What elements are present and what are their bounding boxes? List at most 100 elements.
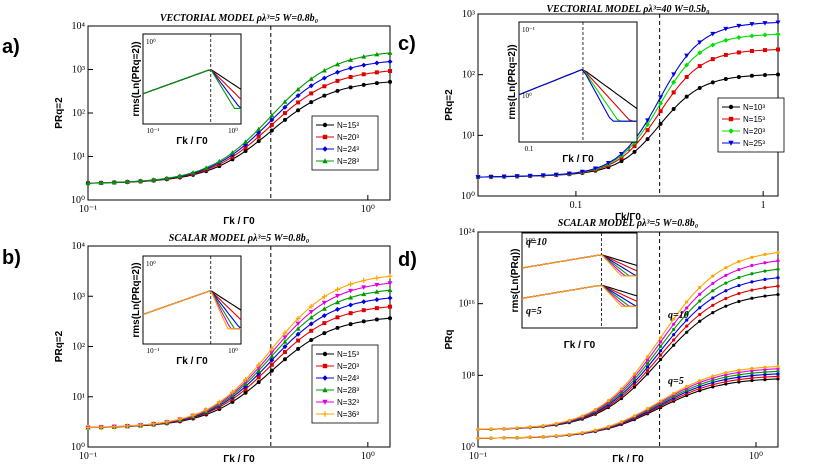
data-point (685, 330, 689, 334)
data-point (749, 73, 754, 78)
y-tick-label: 10⁰ (71, 195, 85, 206)
data-point (374, 317, 379, 322)
data-point (645, 361, 650, 366)
data-point (282, 357, 287, 362)
data-point (335, 325, 340, 330)
data-point (632, 375, 637, 379)
data-point (671, 90, 676, 95)
inset-x-label: Γk / Γ0 (176, 136, 208, 147)
data-point (269, 350, 275, 355)
data-point (322, 122, 328, 128)
legend-entry: N=10³ (743, 103, 765, 112)
data-point (698, 292, 702, 296)
data-point (335, 78, 340, 83)
legend-entry: N=20³ (743, 127, 765, 136)
data-point (269, 362, 274, 367)
y-axis-label: PRq=2 (54, 97, 65, 129)
data-point (763, 365, 767, 369)
data-point (750, 369, 754, 373)
panel-label: b) (2, 247, 21, 269)
data-point (296, 338, 301, 343)
y-tick-label: 10² (462, 70, 475, 81)
data-point (138, 178, 144, 184)
data-point (334, 293, 340, 299)
data-point (322, 84, 327, 89)
y-tick-label: 10⁰ (71, 442, 85, 453)
data-point (672, 327, 676, 332)
data-point (605, 161, 611, 166)
data-point (295, 321, 301, 327)
data-point (750, 378, 754, 383)
data-point (750, 296, 754, 300)
data-point (243, 390, 248, 395)
data-point (282, 99, 288, 104)
data-point (321, 68, 327, 73)
data-point (776, 367, 780, 371)
data-point (645, 368, 650, 373)
data-point (763, 286, 767, 290)
data-point (737, 259, 741, 264)
data-point (724, 289, 728, 293)
data-point (684, 94, 689, 99)
legend-entry: N=24³ (337, 374, 359, 383)
data-point (374, 306, 379, 311)
data-point (671, 106, 676, 111)
inset-x-label: Γk / Γ0 (564, 340, 596, 351)
data-point (645, 118, 651, 123)
data-point (684, 62, 690, 68)
panel-label: d) (398, 249, 417, 271)
data-point (736, 50, 741, 55)
data-point (348, 65, 354, 71)
data-point (697, 50, 703, 56)
data-point (711, 380, 715, 385)
data-point (579, 169, 585, 175)
data-point (334, 286, 340, 292)
data-point (361, 308, 366, 313)
data-point (776, 374, 780, 378)
data-point (724, 304, 728, 308)
data-point (593, 407, 597, 412)
data-point (387, 59, 393, 65)
data-point (619, 159, 624, 164)
data-point (645, 407, 650, 411)
data-point (502, 436, 506, 440)
data-point (723, 37, 729, 43)
data-point (243, 139, 249, 144)
data-point (361, 278, 367, 284)
data-point (374, 275, 380, 281)
data-point (527, 173, 533, 179)
data-point (387, 273, 393, 279)
data-point (728, 128, 734, 134)
data-point (775, 20, 781, 25)
data-point (111, 179, 117, 185)
data-point (269, 128, 274, 133)
data-point (724, 281, 728, 285)
data-point (763, 252, 767, 257)
data-point (308, 315, 314, 320)
inset-y-label: rms(Ln(PRq=2)) (131, 41, 142, 116)
data-point (334, 306, 340, 312)
data-point (164, 419, 170, 425)
data-point (256, 380, 261, 385)
x-tick-label: 10⁻¹ (79, 451, 97, 462)
data-point (269, 353, 275, 359)
data-point (111, 424, 117, 430)
data-point (243, 387, 248, 392)
data-point (528, 425, 532, 429)
data-point (190, 412, 196, 418)
x-axis-label: Γk/Γ0 (615, 212, 641, 223)
data-point (672, 322, 676, 326)
data-point (645, 372, 650, 376)
data-point (374, 60, 380, 66)
data-point (489, 436, 493, 440)
panel-2: b) SCALAR MODEL ρλ³=5 W=0.8b₀ 10⁰ 10¹ 10² 10³… (2, 233, 393, 465)
inset-x-tick: 0.1 (525, 145, 534, 153)
data-point (554, 421, 558, 426)
inset-series-line (518, 68, 637, 122)
legend-entry: N=32³ (337, 398, 359, 407)
data-point (282, 104, 288, 110)
data-point (632, 380, 637, 384)
data-point (750, 280, 754, 284)
data-point (737, 373, 741, 377)
y-tick-label: 10³ (72, 65, 85, 76)
